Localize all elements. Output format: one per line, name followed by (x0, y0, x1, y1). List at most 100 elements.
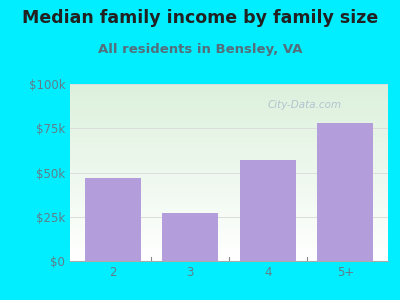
Bar (70, 116, 388, 118)
Bar (70, 236, 388, 238)
Bar (70, 100, 388, 102)
Bar (70, 127, 388, 128)
Bar (162, 213, 218, 261)
Bar (70, 190, 388, 192)
Bar (70, 208, 388, 210)
Text: All residents in Bensley, VA: All residents in Bensley, VA (98, 44, 302, 56)
Bar (70, 212, 388, 213)
Bar (70, 171, 388, 172)
Bar (70, 141, 388, 142)
Bar (70, 202, 388, 204)
Bar (70, 227, 388, 229)
Bar (70, 110, 388, 112)
Bar (70, 235, 388, 236)
Bar (70, 107, 388, 109)
Bar (70, 224, 388, 226)
Bar (70, 188, 388, 190)
Bar (70, 155, 388, 157)
Bar (70, 128, 388, 130)
Bar (70, 206, 388, 208)
Bar (70, 172, 388, 174)
Bar (70, 139, 388, 141)
Bar (70, 149, 388, 151)
Bar (70, 134, 388, 135)
Bar (70, 181, 388, 183)
Bar (70, 167, 388, 169)
Bar (70, 222, 388, 224)
Bar (70, 112, 388, 114)
Bar (70, 254, 388, 256)
Bar (70, 86, 388, 88)
Bar (70, 197, 388, 199)
Bar (70, 240, 388, 242)
Bar (70, 119, 388, 121)
Bar (70, 231, 388, 233)
Bar (70, 91, 388, 93)
Bar (70, 105, 388, 107)
Bar (70, 94, 388, 96)
Bar (70, 199, 388, 201)
Bar (70, 89, 388, 91)
Bar (70, 226, 388, 227)
Text: City-Data.com: City-Data.com (267, 100, 341, 110)
Bar (70, 109, 388, 110)
Bar (70, 213, 388, 215)
Bar (70, 259, 388, 261)
Bar (70, 215, 388, 217)
Bar (70, 118, 388, 119)
Bar (70, 233, 388, 235)
Bar (70, 192, 388, 194)
Bar (70, 180, 388, 181)
Bar (85, 178, 140, 261)
Bar (70, 137, 388, 139)
Bar (70, 201, 388, 203)
Bar (70, 220, 388, 222)
Bar (70, 157, 388, 158)
Bar (70, 194, 388, 196)
Bar (70, 243, 388, 245)
Bar (70, 93, 388, 94)
Bar (70, 238, 388, 240)
Bar (70, 84, 388, 86)
Bar (70, 217, 388, 218)
Bar (70, 247, 388, 249)
Bar (70, 196, 388, 197)
Bar (70, 187, 388, 188)
Bar (70, 153, 388, 155)
Bar (70, 176, 388, 178)
Bar (70, 121, 388, 123)
Bar (70, 165, 388, 167)
Bar (70, 164, 388, 165)
Bar (70, 229, 388, 231)
Bar (70, 88, 388, 89)
Bar (70, 151, 388, 153)
Bar (70, 103, 388, 105)
Bar (70, 256, 388, 257)
Bar (70, 174, 388, 176)
Bar (70, 250, 388, 252)
Text: Median family income by family size: Median family income by family size (22, 9, 378, 27)
Bar (70, 144, 388, 146)
Bar (70, 169, 388, 171)
Bar (70, 245, 388, 247)
Bar (70, 132, 388, 134)
Bar (70, 98, 388, 100)
Bar (70, 183, 388, 185)
Bar (70, 257, 388, 259)
Bar (70, 102, 388, 103)
Bar (70, 123, 388, 125)
Bar (70, 148, 388, 149)
Bar (70, 114, 388, 116)
Bar (70, 249, 388, 250)
Bar (70, 218, 388, 220)
Bar (70, 125, 388, 127)
Bar (70, 142, 388, 144)
Bar (70, 252, 388, 254)
Bar (70, 130, 388, 132)
Bar (240, 160, 296, 261)
Bar (70, 185, 388, 187)
Bar (70, 96, 388, 98)
Bar (70, 242, 388, 243)
Bar (70, 162, 388, 164)
Bar (70, 178, 388, 180)
